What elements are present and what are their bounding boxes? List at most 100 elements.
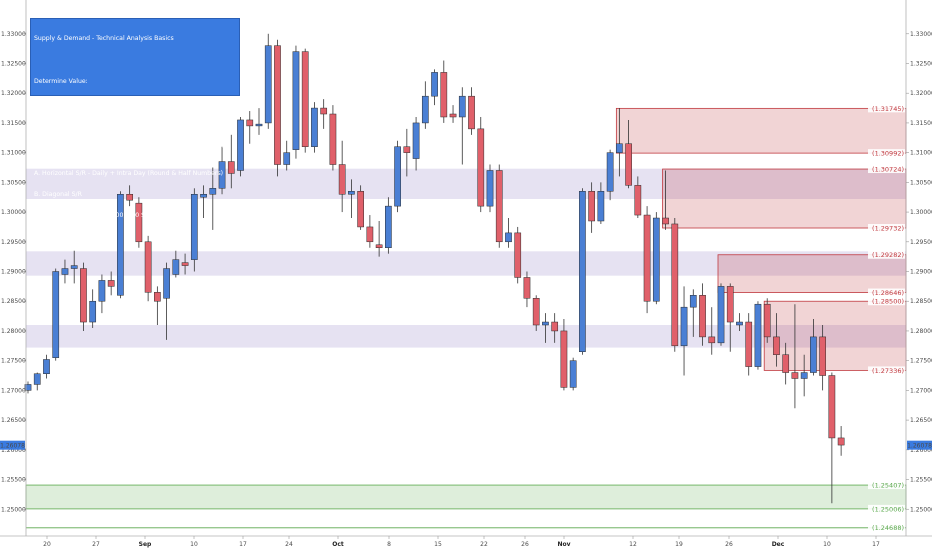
- x-tick-label-16: Dec: [772, 541, 785, 548]
- candle-15: [154, 286, 161, 326]
- y-tick-label-right-15: 1.26000: [910, 447, 932, 454]
- candle-89: [837, 426, 845, 456]
- candle-body: [218, 161, 226, 189]
- candle-body: [163, 268, 170, 299]
- candle-body: [754, 303, 762, 367]
- candle-50: [477, 116, 485, 213]
- candle-16: [163, 262, 170, 340]
- x-tick-label-9: 15: [434, 541, 442, 548]
- demand-zone-top-label-bg: [868, 481, 905, 490]
- candle-body: [542, 321, 549, 326]
- candle-body: [699, 295, 706, 338]
- candle-47: [449, 105, 457, 123]
- candle-body: [394, 146, 401, 207]
- y-tick-label-right-14: 1.26500: [910, 417, 932, 424]
- supply-zone-1-top-label-bg: [868, 104, 905, 113]
- info-line-5: B. Diagonal S/R: [34, 191, 82, 199]
- candle-body: [135, 202, 143, 243]
- candle-24: [237, 116, 244, 177]
- y-tick-label-right-10: 1.28500: [910, 298, 932, 305]
- y-tick-label-left-15: 1.26000: [1, 447, 26, 454]
- y-tick-label-left-6: 1.30500: [1, 179, 26, 186]
- candle-body: [283, 152, 291, 165]
- y-tick-label-left-2: 1.32500: [1, 60, 26, 67]
- candle-31: [301, 48, 309, 153]
- supply-zone-4-top-label: (1.28500): [872, 298, 904, 306]
- candle-3: [43, 354, 50, 379]
- candle-58: [551, 313, 559, 343]
- supply-zone-2-top-label: (1.30724): [872, 165, 904, 173]
- y-tick-label-right-16: 1.25500: [910, 477, 932, 484]
- candle-body: [338, 164, 346, 195]
- candle-55: [523, 271, 531, 308]
- candle-body: [227, 161, 235, 174]
- candle-body: [274, 45, 281, 165]
- candle-body: [726, 286, 734, 323]
- candle-13: [135, 197, 143, 248]
- x-tick-label-13: 12: [629, 541, 637, 548]
- candle-body: [237, 119, 244, 171]
- y-tick-label-left-13: 1.27000: [1, 387, 26, 394]
- demand-line-label-bg: [868, 523, 905, 532]
- candle-body: [181, 262, 189, 266]
- candle-7: [80, 262, 87, 331]
- demand-zone-bottom-label-bg: [868, 504, 905, 513]
- candle-body: [70, 265, 78, 269]
- supply-zone-4-top-label-bg: [868, 297, 905, 306]
- candle-body: [680, 306, 688, 347]
- candle-body: [495, 170, 503, 243]
- candle-4: [52, 268, 60, 361]
- supply-zone-4-bottom-label-bg: [868, 366, 905, 375]
- y-tick-label-right-12: 1.27500: [910, 358, 932, 365]
- candle-36: [348, 179, 355, 219]
- candle-body: [440, 72, 448, 118]
- candle-body: [745, 321, 753, 367]
- candle-41: [394, 140, 401, 213]
- horizontal-band-1: [26, 168, 906, 200]
- x-tick-label-4: 10: [190, 541, 198, 548]
- candle-body: [560, 330, 568, 388]
- candle-10: [107, 271, 115, 296]
- info-line-4: A. Horizontal S/R - Daily + Intra Day (R…: [34, 169, 224, 177]
- candle-60: [569, 357, 577, 391]
- supply-demand-zones: [25, 107, 907, 529]
- candle-28: [274, 39, 281, 177]
- candle-body: [708, 336, 716, 344]
- y-tick-label-left-1: 1.33000: [1, 31, 26, 38]
- candle-85: [800, 354, 808, 397]
- supply-zone-3-bottom-label-bg: [868, 288, 905, 297]
- supply-zone-1-bottom-label-bg: [868, 149, 905, 158]
- candle-body: [80, 268, 87, 323]
- candle-body: [773, 336, 780, 355]
- candle-72: [680, 286, 688, 376]
- candle-body: [652, 217, 660, 302]
- info-line-2: 1. Supply & Demand Zones: [34, 98, 119, 106]
- candle-body: [172, 259, 180, 275]
- candle-body: [837, 437, 845, 446]
- candle-body: [301, 51, 309, 147]
- x-tick-label-1: 20: [43, 541, 51, 548]
- candle-body: [782, 354, 790, 373]
- info-box[interactable]: Supply & Demand - Technical Analysis Bas…: [30, 18, 240, 219]
- candle-body: [61, 268, 69, 275]
- candle-body: [357, 191, 364, 228]
- candles: [24, 33, 845, 504]
- candle-27: [264, 33, 272, 129]
- supply-zone-2: [662, 168, 907, 229]
- y-tick-label-left-3: 1.32000: [1, 90, 26, 97]
- supply-zone-1-top-label: (1.31745): [872, 105, 904, 113]
- y-tick-label-left-12: 1.27500: [1, 358, 26, 365]
- candle-49: [468, 87, 475, 135]
- candle-body: [24, 384, 32, 391]
- candle-5: [61, 259, 69, 284]
- candle-body: [144, 241, 152, 293]
- info-title: Supply & Demand - Technical Analysis Bas…: [34, 35, 174, 43]
- candle-body: [431, 72, 438, 97]
- candle-body: [154, 292, 161, 302]
- candle-body: [311, 107, 318, 147]
- candle-56: [532, 295, 540, 331]
- candle-53: [505, 218, 512, 248]
- candle-body: [98, 280, 106, 302]
- candle-body: [588, 191, 595, 222]
